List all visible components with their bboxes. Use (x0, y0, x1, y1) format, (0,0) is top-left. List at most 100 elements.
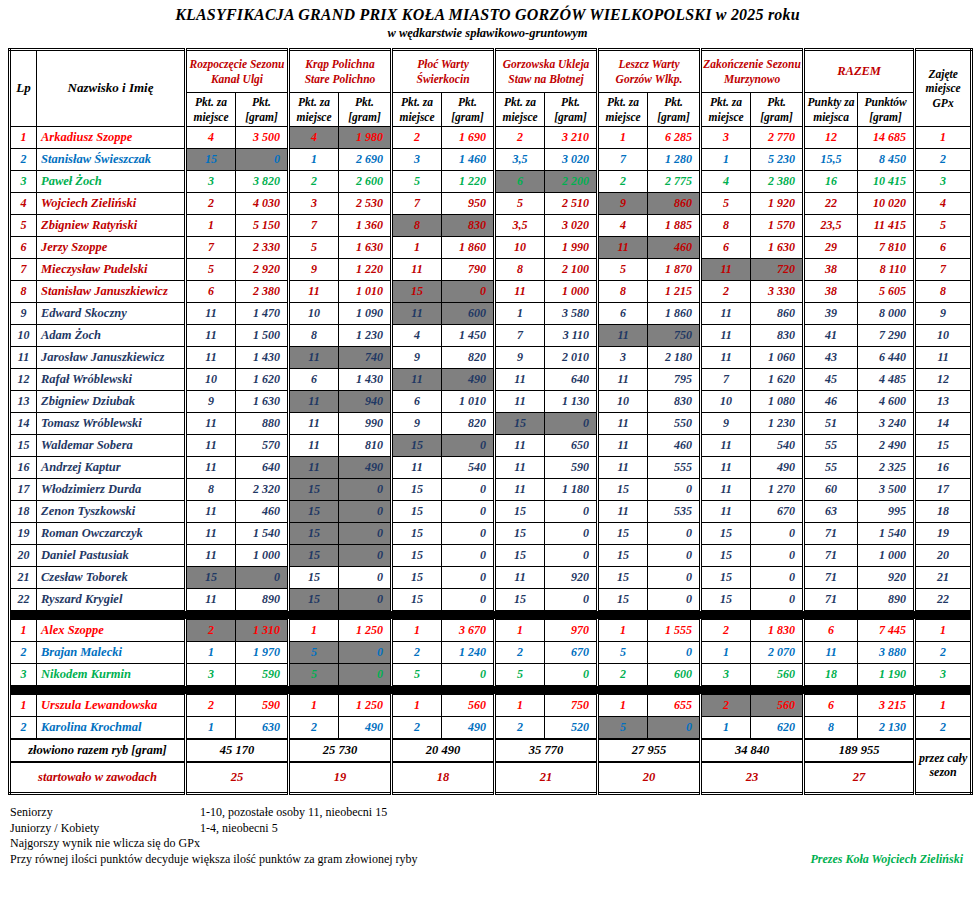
grid-cell: 10 (701, 391, 751, 413)
grid-cell: 10 (598, 391, 648, 413)
starters-label: startowało w zawodach (10, 762, 186, 794)
grid-cell: 590 (236, 664, 289, 686)
table-row: 2Karolina Krochmal1630249024902520501620… (10, 717, 972, 740)
cell-lp: 1 (10, 695, 37, 717)
col-header-event: Gorzowska UklejaStaw na Błotnej (495, 50, 598, 93)
grid-cell: 4 600 (858, 391, 915, 413)
grid-cell: 3 240 (858, 413, 915, 435)
grid-cell: 4 030 (236, 193, 289, 215)
grid-cell: 11 (598, 325, 648, 347)
grid-cell: 1 (289, 695, 339, 717)
grid-cell: 1 280 (648, 149, 701, 171)
grid-cell: 1 (598, 127, 648, 149)
grid-cell: 600 (648, 664, 701, 686)
grid-cell: 11 (392, 457, 442, 479)
grid-cell: 890 (236, 589, 289, 611)
grid-cell: 2 180 (648, 347, 701, 369)
grid-cell: 2 380 (236, 281, 289, 303)
grid-cell: 15 (495, 545, 545, 567)
grid-cell: 8 (495, 259, 545, 281)
grid-cell: 0 (751, 545, 804, 567)
cell-name: Brajan Malecki (37, 642, 186, 664)
grid-cell: 15 (289, 479, 339, 501)
cell-name: Zenon Tyszkowski (37, 501, 186, 523)
grid-cell: 1 080 (751, 391, 804, 413)
grid-cell: 0 (545, 589, 598, 611)
grid-cell: 10 (915, 325, 972, 347)
grid-cell: 15 (289, 567, 339, 589)
grid-cell: 920 (858, 567, 915, 589)
table-row: 1Alex Szoppe21 31011 25013 670197011 555… (10, 620, 972, 642)
col-header-event: Leszcz WartyGorzów Wlkp. (598, 50, 701, 93)
note-line: Najgorszy wynik nie wlicza się do GPx (10, 836, 975, 852)
grid-cell: 15 (915, 435, 972, 457)
grid-cell: 1 (392, 237, 442, 259)
cell-name: Zbigniew Ratyński (37, 215, 186, 237)
grid-cell: 1 (701, 642, 751, 664)
table-row: 20Daniel Pastusiak111 000150150150150150… (10, 545, 972, 567)
grid-cell: 18 (804, 664, 858, 686)
grid-cell: 1 220 (442, 171, 495, 193)
table-row: 11Jarosław Januszkiewicz111 430117409820… (10, 347, 972, 369)
totals-value: 20 490 (392, 739, 495, 762)
grid-cell: 1 130 (545, 391, 598, 413)
grid-cell: 2 (915, 642, 972, 664)
grid-cell: 740 (339, 347, 392, 369)
cell-lp: 13 (10, 391, 37, 413)
grid-cell: 9 (598, 193, 648, 215)
grid-cell: 41 (804, 325, 858, 347)
grid-cell: 11 (495, 391, 545, 413)
grid-cell: 14 (915, 413, 972, 435)
note-text: Przy równej ilości punktów decyduje więk… (10, 852, 418, 868)
grid-cell: 0 (648, 642, 701, 664)
grid-cell: 8 (392, 215, 442, 237)
grid-cell: 830 (648, 391, 701, 413)
grid-cell: 1 (915, 127, 972, 149)
grid-cell: 8 (701, 215, 751, 237)
grid-cell: 5 (289, 237, 339, 259)
grid-cell: 7 (915, 259, 972, 281)
grid-cell: 43 (804, 347, 858, 369)
grid-cell: 0 (442, 435, 495, 457)
grid-cell: 6 440 (858, 347, 915, 369)
cell-name: Ryszard Krygiel (37, 589, 186, 611)
grid-cell: 2 530 (339, 193, 392, 215)
grid-cell: 3 (701, 127, 751, 149)
grid-cell: 3 (186, 664, 236, 686)
grid-cell: 11 (598, 501, 648, 523)
cell-name: Arkadiusz Szoppe (37, 127, 186, 149)
grid-cell: 17 (915, 479, 972, 501)
grid-cell: 1 430 (236, 347, 289, 369)
grid-cell: 1 540 (236, 523, 289, 545)
grid-cell: 0 (442, 589, 495, 611)
grid-cell: 0 (442, 523, 495, 545)
grid-cell: 520 (545, 717, 598, 740)
grid-cell: 11 (598, 413, 648, 435)
cell-name: Urszula Lewandowska (37, 695, 186, 717)
grid-cell: 1 970 (236, 642, 289, 664)
grid-cell: 1 (186, 717, 236, 740)
cell-lp: 5 (10, 215, 37, 237)
grid-cell: 15 (186, 567, 236, 589)
grid-cell: 7 (289, 215, 339, 237)
grid-cell: 0 (545, 501, 598, 523)
section-separator (10, 686, 972, 695)
grid-cell: 820 (442, 347, 495, 369)
grid-cell: 1 (289, 149, 339, 171)
grid-cell: 460 (648, 237, 701, 259)
grid-cell: 1 990 (545, 237, 598, 259)
grid-cell: 1 360 (339, 215, 392, 237)
grid-cell: 2 690 (339, 149, 392, 171)
grid-cell: 5 (598, 717, 648, 740)
col-subheader: Pkt. zamiejsce (495, 93, 545, 127)
grid-cell: 1 620 (751, 369, 804, 391)
grid-cell: 4 (701, 171, 751, 193)
grid-cell: 2 510 (545, 193, 598, 215)
cell-lp: 2 (10, 642, 37, 664)
grid-cell: 15 (598, 523, 648, 545)
grid-cell: 0 (442, 545, 495, 567)
cell-name: Edward Skoczny (37, 303, 186, 325)
grid-cell: 11 (495, 369, 545, 391)
grid-cell: 10 415 (858, 171, 915, 193)
grid-cell: 1 620 (236, 369, 289, 391)
